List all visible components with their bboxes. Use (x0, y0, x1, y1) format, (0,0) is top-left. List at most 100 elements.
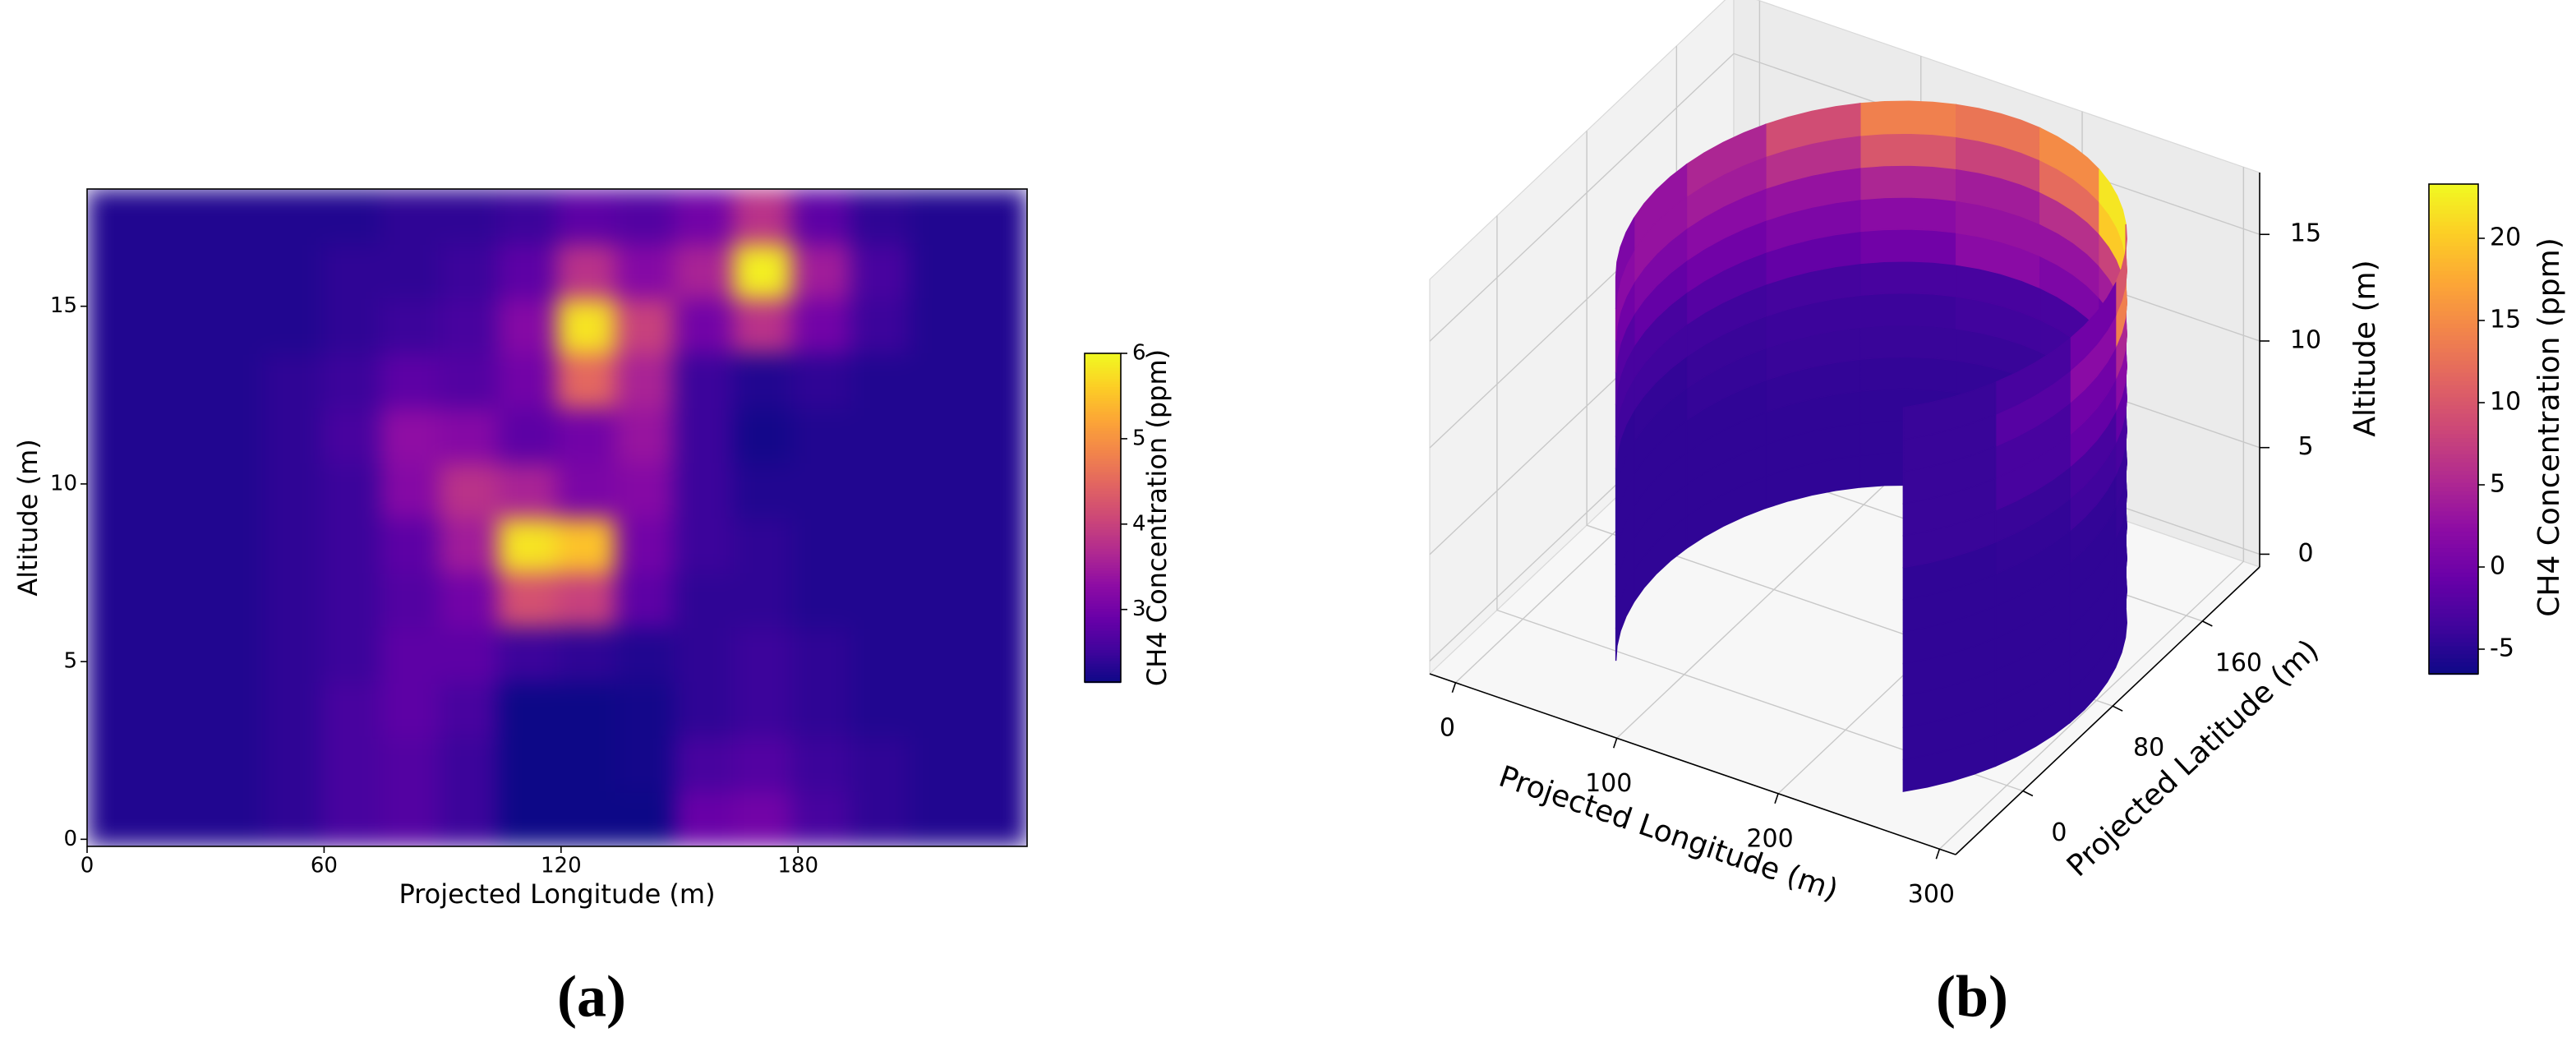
colorbar-gradient (1085, 561, 1121, 565)
heatmap-cell (791, 462, 852, 519)
colorbar-gradient (1085, 679, 1121, 684)
heatmap-cell (556, 297, 617, 354)
colorbar-gradient (1085, 498, 1121, 503)
y-tick-label: 5 (63, 649, 77, 674)
colorbar-gradient (2429, 645, 2478, 651)
heatmap-cell (791, 297, 852, 354)
heatmap-cell (556, 736, 617, 792)
colorbar-gradient (1085, 621, 1121, 626)
heatmap-cell (204, 408, 265, 463)
colorbar-gradient (1085, 602, 1121, 606)
heatmap-cell (321, 517, 382, 574)
colorbar-gradient (2429, 583, 2478, 589)
colorbar-gradient (1085, 588, 1121, 593)
heatmap-cell (791, 517, 852, 574)
heatmap-cell (909, 297, 970, 354)
colorbar-gradient (1085, 493, 1121, 497)
colorbar-gradient (1085, 528, 1121, 532)
colorbar-gradient (2429, 380, 2478, 385)
heatmap-cell (732, 189, 793, 245)
colorbar-gradient (1085, 413, 1121, 417)
colorbar-gradient (1085, 578, 1121, 582)
colorbar-gradient (2429, 343, 2478, 348)
heatmap-cell (380, 462, 440, 519)
colorbar-gradient (2429, 625, 2478, 630)
heatmap-cell (380, 517, 440, 574)
colorbar-gradient (1085, 547, 1121, 552)
colorbar-tick-label: 20 (2490, 224, 2521, 252)
heatmap-cell (791, 681, 852, 738)
colorbar-gradient (1085, 676, 1121, 680)
colorbar-gradient (2429, 282, 2478, 288)
colorbar-gradient (1085, 635, 1121, 639)
colorbar-gradient (1085, 430, 1121, 434)
heatmap-cell (674, 626, 735, 683)
heatmap-cell (850, 243, 910, 299)
heatmap-cell (909, 243, 970, 299)
heatmap-cell (204, 736, 265, 792)
heatmap-cell (497, 353, 558, 409)
colorbar-gradient (2429, 413, 2478, 418)
heatmap-cell (556, 517, 617, 574)
colorbar-gradient (2429, 666, 2478, 671)
colorbar-gradient (1085, 473, 1121, 478)
heatmap-cell (909, 408, 970, 463)
colorbar-gradient (2429, 294, 2478, 300)
heatmap-cell (439, 791, 500, 846)
heatmap-cell (615, 297, 675, 354)
colorbar-gradient (1085, 649, 1121, 653)
colorbar-gradient (1085, 662, 1121, 667)
heatmap-cell (439, 626, 500, 683)
colorbar-gradient (2429, 421, 2478, 426)
heatmap-cell (967, 517, 1027, 574)
colorbar-gradient (2429, 453, 2478, 459)
colorbar-gradient (1085, 657, 1121, 661)
cylinder-cell (2039, 127, 2100, 204)
heatmap-cell (967, 572, 1027, 628)
colorbar-gradient (2429, 502, 2478, 508)
colorbar-gradient (1085, 485, 1121, 489)
colorbar-gradient (2429, 355, 2478, 361)
x-tick-label: 180 (777, 854, 818, 878)
colorbar-gradient (2429, 310, 2478, 316)
heatmap-cell (145, 243, 205, 299)
heatmap-cell (967, 626, 1027, 683)
heatmap-cell (497, 408, 558, 463)
colorbar-gradient (2429, 253, 2478, 259)
colorbar-gradient (2429, 404, 2478, 410)
colorbar-tick-label: 5 (2490, 470, 2505, 499)
colorbar-gradient (1085, 496, 1121, 500)
colorbar-gradient (1085, 477, 1121, 481)
colorbar-gradient (1085, 468, 1121, 472)
heatmap-cell (380, 297, 440, 354)
heatmap-cell (262, 791, 323, 846)
colorbar-gradient (1085, 575, 1121, 579)
heatmap-cell (380, 572, 440, 628)
heatmap-cell (674, 408, 735, 463)
heatmap-cell (850, 626, 910, 683)
heatmap-cell (87, 297, 147, 354)
heatmap-cell (615, 243, 675, 299)
y-axis-line (1955, 566, 2260, 855)
colorbar-gradient (1085, 419, 1121, 423)
colorbar-gradient (1085, 422, 1121, 426)
colorbar-gradient (2429, 670, 2478, 675)
heatmap-cell (321, 736, 382, 792)
colorbar-gradient (1085, 555, 1121, 560)
colorbar-gradient (2429, 363, 2478, 369)
colorbar-gradient (2429, 396, 2478, 402)
colorbar-gradient (1085, 405, 1121, 409)
heatmap-cell (556, 353, 617, 409)
heatmap-cell (439, 243, 500, 299)
x-tick-label: 0 (81, 854, 94, 878)
heatmap-cell (791, 572, 852, 628)
colorbar-gradient (2429, 191, 2478, 198)
y-tick-label: 15 (50, 293, 77, 318)
colorbar-gradient (1085, 411, 1121, 415)
heatmap-cell (204, 791, 265, 846)
colorbar-gradient (2429, 187, 2478, 194)
cylinder-cell (1859, 132, 1957, 170)
colorbar-gradient (1085, 487, 1121, 491)
colorbar-gradient (1085, 619, 1121, 623)
